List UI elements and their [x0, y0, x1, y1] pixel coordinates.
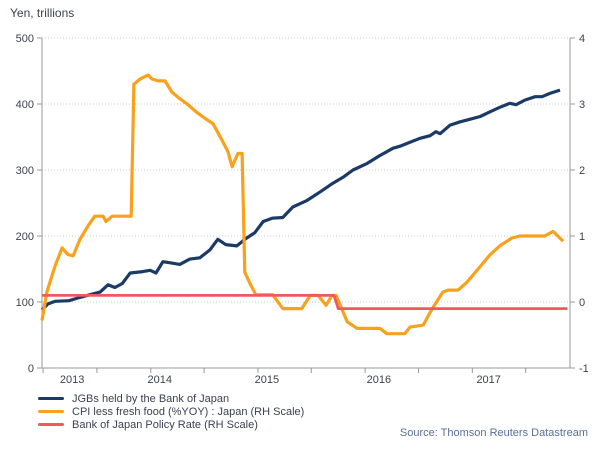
legend-item-policy-rate: Bank of Japan Policy Rate (RH Scale)	[38, 418, 304, 431]
svg-text:4: 4	[579, 33, 585, 45]
svg-text:3: 3	[579, 99, 585, 111]
svg-text:400: 400	[16, 99, 34, 111]
legend-label: JGBs held by the Bank of Japan	[72, 392, 230, 405]
legend-label: Bank of Japan Policy Rate (RH Scale)	[72, 418, 258, 431]
svg-text:2016: 2016	[367, 374, 391, 386]
series-line-1	[40, 73, 565, 336]
svg-text:100: 100	[16, 297, 34, 309]
legend-item-cpi: CPI less fresh food (%YOY) : Japan (RH S…	[38, 405, 304, 418]
svg-text:0: 0	[579, 297, 585, 309]
gridlines	[42, 37, 570, 303]
source-attribution: Source: Thomson Reuters Datastream	[399, 427, 588, 439]
svg-text:2014: 2014	[148, 374, 172, 386]
legend-item-jgbs: JGBs held by the Bank of Japan	[38, 392, 304, 405]
series-line-0	[40, 88, 561, 312]
svg-text:2015: 2015	[255, 374, 279, 386]
svg-text:1: 1	[579, 231, 585, 243]
legend-label: CPI less fresh food (%YOY) : Japan (RH S…	[72, 405, 305, 418]
axis-labels: 0 100 200 300 400 500 -1 0 1 2 3 4 2013 2014 2015 2016 2…	[16, 33, 589, 386]
svg-text:500: 500	[16, 33, 34, 45]
axes	[37, 37, 575, 373]
svg-text:200: 200	[16, 231, 34, 243]
chart-title: Yen, trillions	[10, 6, 75, 20]
svg-text:0: 0	[28, 363, 34, 375]
svg-text:-1: -1	[579, 363, 589, 375]
legend-swatch	[38, 410, 64, 413]
legend-swatch	[38, 397, 64, 400]
legend-swatch	[38, 423, 64, 426]
chart-legend: JGBs held by the Bank of Japan CPI less …	[38, 392, 304, 431]
svg-text:2: 2	[579, 165, 585, 177]
series-line-2	[42, 293, 568, 311]
svg-text:2017: 2017	[476, 374, 500, 386]
svg-text:2013: 2013	[60, 374, 84, 386]
svg-text:300: 300	[16, 165, 34, 177]
